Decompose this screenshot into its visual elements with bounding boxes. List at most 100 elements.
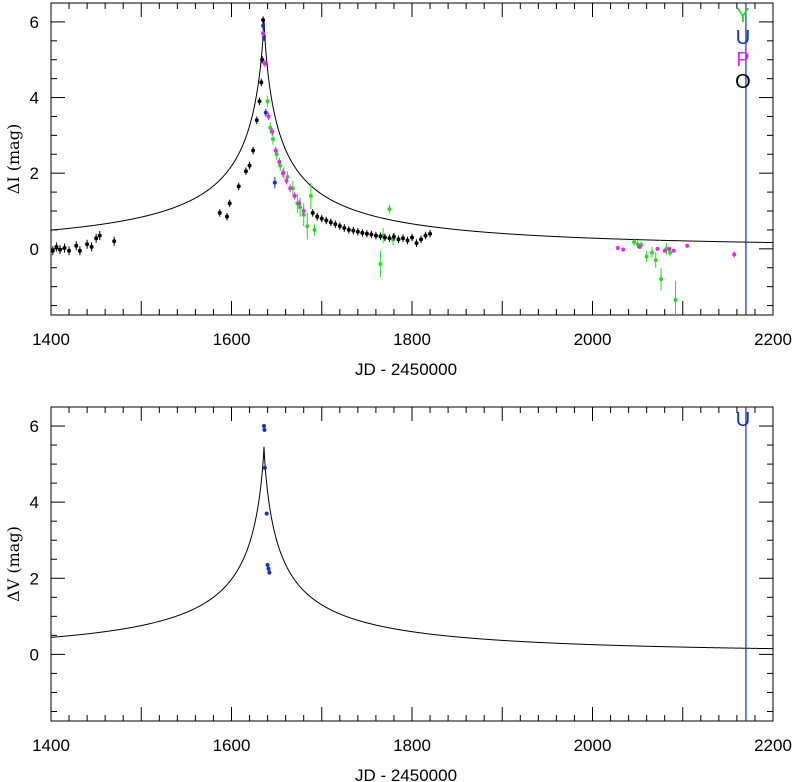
data-point: [637, 244, 642, 249]
data-point: [378, 261, 383, 266]
data-point: [262, 465, 267, 470]
data-point: [261, 18, 266, 23]
x-tick-label: 1600: [213, 330, 251, 349]
data-point: [337, 224, 342, 229]
data-point: [400, 236, 405, 241]
data-point: [378, 234, 383, 239]
data-point: [89, 244, 94, 249]
series-u: [261, 21, 277, 189]
data-point: [262, 61, 267, 66]
data-point: [266, 114, 271, 119]
data-point: [74, 243, 79, 248]
data-point: [360, 230, 365, 235]
plot-area: [51, 424, 773, 650]
data-point: [273, 148, 278, 153]
data-point: [51, 248, 55, 253]
data-point: [292, 193, 297, 198]
data-point: [650, 250, 655, 255]
data-point: [662, 248, 667, 253]
data-point: [263, 110, 268, 115]
data-point: [266, 566, 271, 571]
data-point: [333, 222, 338, 227]
data-point: [364, 231, 369, 236]
x-tick-label: 1600: [213, 736, 251, 755]
data-point: [265, 562, 270, 567]
data-point: [315, 214, 320, 219]
data-point: [259, 80, 264, 85]
data-point: [644, 254, 649, 259]
data-point: [243, 169, 248, 174]
data-point: [58, 247, 63, 252]
y-tick-label: 6: [30, 13, 39, 32]
data-point: [653, 258, 658, 263]
data-point: [277, 159, 282, 164]
y-tick-label: 4: [30, 493, 39, 512]
data-point: [655, 246, 660, 251]
y-tick-label: 4: [30, 89, 39, 108]
data-point: [67, 248, 72, 253]
data-point: [685, 243, 690, 248]
x-tick-label: 2000: [574, 330, 612, 349]
data-point: [387, 236, 392, 241]
data-point: [268, 125, 273, 130]
data-point: [319, 216, 324, 221]
data-point: [257, 99, 262, 104]
data-point: [324, 218, 329, 223]
x-axis-title: JD - 2450000: [355, 360, 457, 379]
data-point: [54, 244, 59, 249]
data-point: [247, 163, 252, 168]
data-point: [224, 214, 229, 219]
data-point: [236, 184, 241, 189]
y-tick-label: 0: [30, 645, 39, 664]
data-point: [668, 250, 673, 255]
data-point: [621, 247, 626, 252]
data-point: [615, 246, 620, 251]
data-point: [77, 248, 82, 253]
legend-entry-u: U: [736, 409, 750, 431]
data-point: [369, 232, 374, 237]
y-axis-title: ΔI (mag): [4, 124, 23, 194]
series-u: [261, 424, 272, 575]
x-tick-label: 1800: [393, 330, 431, 349]
data-point: [673, 297, 678, 302]
data-point: [85, 242, 90, 247]
data-point: [264, 511, 269, 516]
data-point: [310, 210, 315, 215]
data-point: [373, 233, 378, 238]
data-point: [272, 180, 277, 185]
y-axis-title: ΔV (mag): [4, 526, 23, 602]
data-point: [301, 209, 306, 213]
panel-delta-v: 1400 1600 1800 2000 2200 0 2 4 6 JD - 2450000 ΔV (…: [4, 406, 792, 782]
data-point: [267, 570, 272, 575]
x-axis-title: JD - 2450000: [355, 766, 457, 782]
data-point: [265, 99, 270, 104]
y-tick-label: 2: [30, 569, 39, 588]
plot-area: [51, 16, 773, 315]
data-point: [732, 252, 737, 257]
series-o: [51, 16, 433, 256]
data-point: [346, 227, 351, 232]
data-point: [632, 240, 637, 245]
legend-entry-o: O: [735, 71, 751, 93]
data-point: [261, 31, 266, 36]
data-point: [351, 228, 356, 233]
data-point: [308, 193, 313, 198]
data-point: [414, 241, 419, 246]
data-point: [396, 237, 401, 242]
data-point: [94, 236, 99, 241]
data-point: [280, 171, 285, 176]
x-tick-label: 1800: [393, 736, 431, 755]
series-y: [265, 95, 678, 315]
data-point: [671, 248, 676, 253]
x-tick-label: 1400: [32, 736, 70, 755]
data-point: [227, 201, 232, 206]
data-point: [62, 246, 67, 251]
data-point: [667, 246, 672, 251]
data-point: [284, 178, 289, 183]
legend-entry-u: U: [736, 27, 750, 49]
data-point: [270, 129, 275, 134]
data-point: [262, 427, 267, 432]
x-tick-label: 2000: [574, 736, 612, 755]
data-point: [271, 137, 276, 142]
